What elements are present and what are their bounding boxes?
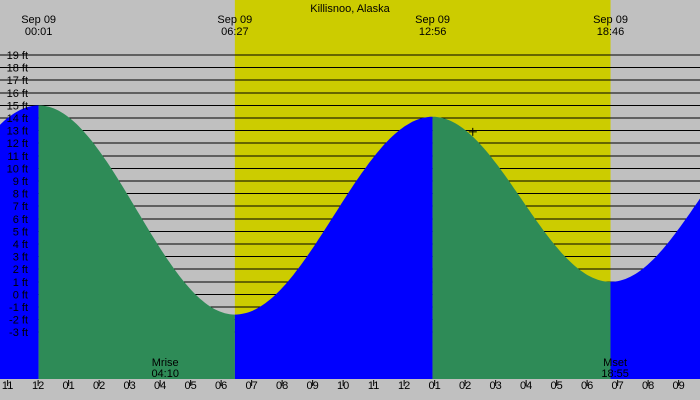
top-label-date: Sep 09 xyxy=(415,14,450,26)
x-tick-label: 06 xyxy=(581,380,593,392)
y-tick-label: 15 ft xyxy=(7,100,28,112)
moon-event-label: Mset xyxy=(603,357,627,369)
y-tick-label: 13 ft xyxy=(7,126,28,138)
y-tick-label: -2 ft xyxy=(9,315,28,327)
top-label-time: 18:46 xyxy=(597,26,625,38)
top-label-time: 06:27 xyxy=(221,26,249,38)
x-axis-labels: 11 12 01 02 03 04 05 06 07 08 09 10 11 12 01 02 03 04 05 06… xyxy=(2,380,685,392)
y-tick-label: 11 ft xyxy=(7,151,28,163)
y-tick-label: -3 ft xyxy=(9,327,28,339)
x-tick-label: 12 xyxy=(398,380,410,392)
rising-tide-area xyxy=(0,105,39,380)
y-tick-label: 9 ft xyxy=(13,176,28,188)
x-tick-label: 09 xyxy=(673,380,685,392)
y-tick-label: 4 ft xyxy=(13,239,28,251)
x-tick-label: 09 xyxy=(307,380,319,392)
x-tick-label: 11 xyxy=(368,380,379,392)
moon-event-time: 04:10 xyxy=(151,368,179,380)
x-tick-label: 04 xyxy=(154,380,166,392)
y-tick-label: 17 ft xyxy=(7,75,28,87)
y-tick-label: 0 ft xyxy=(13,289,28,301)
top-label-date: Sep 09 xyxy=(21,14,56,26)
tide-area xyxy=(0,105,700,380)
y-tick-label: 8 ft xyxy=(13,189,28,201)
y-tick-label: -1 ft xyxy=(9,302,28,314)
y-tick-label: 18 ft xyxy=(7,63,28,75)
x-tick-label: 01 xyxy=(63,380,75,392)
y-axis-labels: -3 ft-2 ft-1 ft0 ft1 ft2 ft3 ft4 ft5 ft6… xyxy=(7,50,28,339)
top-label-time: 12:56 xyxy=(419,26,447,38)
current-marker xyxy=(468,127,477,136)
x-tick-label: 03 xyxy=(490,380,502,392)
y-tick-label: 2 ft xyxy=(13,264,28,276)
moon-event-label: Mrise xyxy=(152,357,179,369)
x-tick-label: 05 xyxy=(551,380,563,392)
x-tick-label: 08 xyxy=(276,380,288,392)
top-label-time: 00:01 xyxy=(25,26,53,38)
falling-tide-area xyxy=(432,116,611,379)
x-tick-label: 05 xyxy=(185,380,197,392)
x-tick-label: 07 xyxy=(246,380,258,392)
y-tick-label: 7 ft xyxy=(13,201,28,213)
x-tick-label: 01 xyxy=(429,380,441,392)
rising-tide-area xyxy=(610,198,700,379)
x-tick-label: 12 xyxy=(32,380,44,392)
x-tick-label: 11 xyxy=(2,380,13,392)
x-tick-label: 02 xyxy=(459,380,471,392)
chart-title: Killisnoo, Alaska xyxy=(310,3,390,15)
falling-tide-area xyxy=(38,105,235,380)
rising-tide-area xyxy=(234,116,433,379)
y-tick-label: 3 ft xyxy=(13,252,28,264)
y-tick-label: 1 ft xyxy=(13,277,28,289)
y-tick-label: 12 ft xyxy=(7,138,28,150)
x-tick-label: 06 xyxy=(215,380,227,392)
x-tick-label: 07 xyxy=(612,380,624,392)
top-label-date: Sep 09 xyxy=(593,14,628,26)
x-tick-label: 10 xyxy=(337,380,349,392)
x-tick-label: 04 xyxy=(520,380,532,392)
y-tick-label: 19 ft xyxy=(7,50,28,62)
y-tick-label: 16 ft xyxy=(7,88,28,100)
x-tick-label: 08 xyxy=(642,380,654,392)
x-tick-label: 03 xyxy=(124,380,136,392)
y-tick-label: 6 ft xyxy=(13,214,28,226)
top-label-date: Sep 09 xyxy=(217,14,252,26)
y-tick-label: 10 ft xyxy=(7,163,28,175)
y-tick-label: 5 ft xyxy=(13,226,28,238)
moon-event-time: 18:55 xyxy=(601,368,629,380)
y-tick-label: 14 ft xyxy=(7,113,28,125)
x-tick-label: 02 xyxy=(93,380,105,392)
